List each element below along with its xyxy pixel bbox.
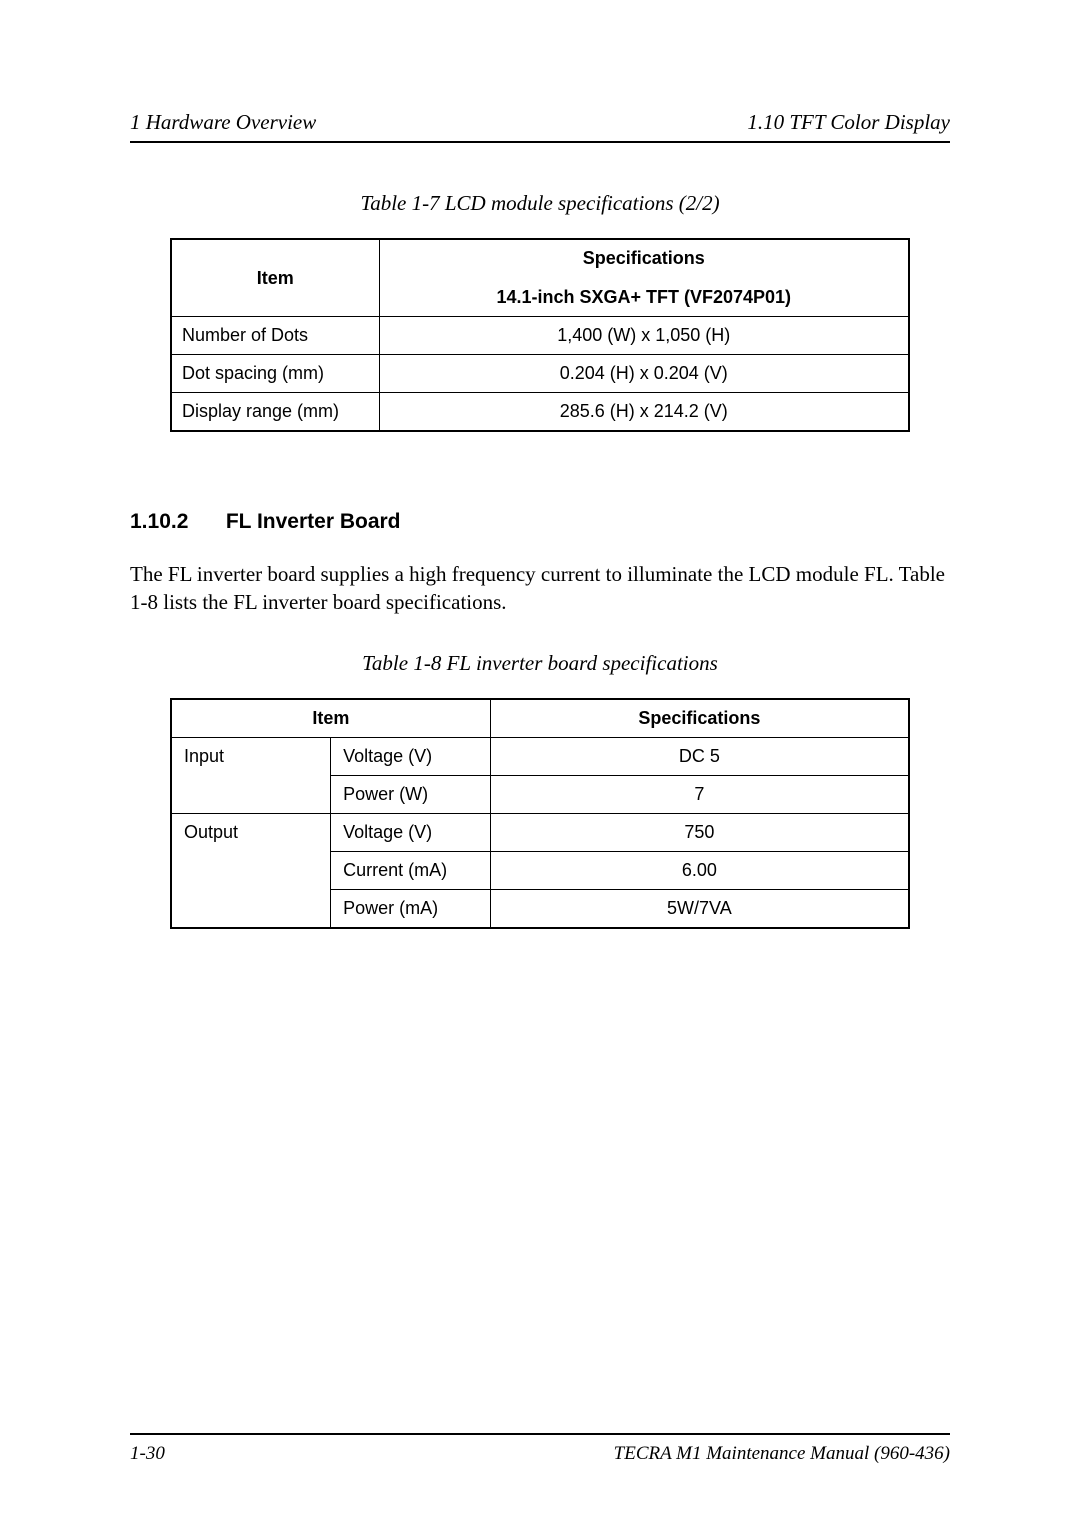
- table-row: Display range (mm) 285.6 (H) x 214.2 (V): [171, 393, 909, 432]
- table2-param: Voltage (V): [331, 813, 491, 851]
- header-right: 1.10 TFT Color Display: [747, 110, 950, 135]
- table2-category: Output: [171, 813, 331, 851]
- section-heading: 1.10.2 FL Inverter Board: [130, 510, 950, 534]
- table-row: Current (mA) 6.00: [171, 851, 909, 889]
- table1-value: 0.204 (H) x 0.204 (V): [379, 355, 909, 393]
- table2-value: 7: [490, 775, 909, 813]
- table1-head-spec: Specifications: [379, 239, 909, 277]
- table2-category-empty: [171, 889, 331, 928]
- table1-item: Number of Dots: [171, 317, 379, 355]
- table-row: Power (mA) 5W/7VA: [171, 889, 909, 928]
- footer-page-number: 1-30: [130, 1443, 165, 1465]
- table1-head-item: Item: [171, 239, 379, 317]
- table2-value: DC 5: [490, 737, 909, 775]
- table2-param: Voltage (V): [331, 737, 491, 775]
- table2-value: 6.00: [490, 851, 909, 889]
- table2-param: Current (mA): [331, 851, 491, 889]
- table2-head-item: Item: [171, 699, 490, 738]
- table1-value: 1,400 (W) x 1,050 (H): [379, 317, 909, 355]
- footer-manual-title: TECRA M1 Maintenance Manual (960-436): [614, 1443, 950, 1465]
- table1-head-spec-sub: 14.1-inch SXGA+ TFT (VF2074P01): [379, 277, 909, 317]
- table1-item: Dot spacing (mm): [171, 355, 379, 393]
- table-row: Number of Dots 1,400 (W) x 1,050 (H): [171, 317, 909, 355]
- section-paragraph: The FL inverter board supplies a high fr…: [130, 560, 950, 617]
- table-row: Input Voltage (V) DC 5: [171, 737, 909, 775]
- page-footer: 1-30 TECRA M1 Maintenance Manual (960-43…: [130, 1443, 950, 1465]
- table2-param: Power (W): [331, 775, 491, 813]
- table2-value: 750: [490, 813, 909, 851]
- fl-inverter-table: Item Specifications Input Voltage (V) DC…: [170, 698, 910, 929]
- table2-caption: Table 1-8 FL inverter board specificatio…: [130, 651, 950, 676]
- table1-value: 285.6 (H) x 214.2 (V): [379, 393, 909, 432]
- table2-category-empty: [171, 851, 331, 889]
- page-header: 1 Hardware Overview 1.10 TFT Color Displ…: [130, 110, 950, 143]
- table2-category-empty: [171, 775, 331, 813]
- table-row: Power (W) 7: [171, 775, 909, 813]
- lcd-spec-table: Item Specifications 14.1-inch SXGA+ TFT …: [170, 238, 910, 432]
- table-row: Dot spacing (mm) 0.204 (H) x 0.204 (V): [171, 355, 909, 393]
- table-row: Output Voltage (V) 750: [171, 813, 909, 851]
- header-left: 1 Hardware Overview: [130, 110, 316, 135]
- table2-category: Input: [171, 737, 331, 775]
- footer-rule: [130, 1433, 950, 1435]
- section-number: 1.10.2: [130, 510, 220, 534]
- table1-caption: Table 1-7 LCD module specifications (2/2…: [130, 191, 950, 216]
- table2-value: 5W/7VA: [490, 889, 909, 928]
- table1-item: Display range (mm): [171, 393, 379, 432]
- table2-head-spec: Specifications: [490, 699, 909, 738]
- section-title: FL Inverter Board: [226, 510, 401, 533]
- table2-param: Power (mA): [331, 889, 491, 928]
